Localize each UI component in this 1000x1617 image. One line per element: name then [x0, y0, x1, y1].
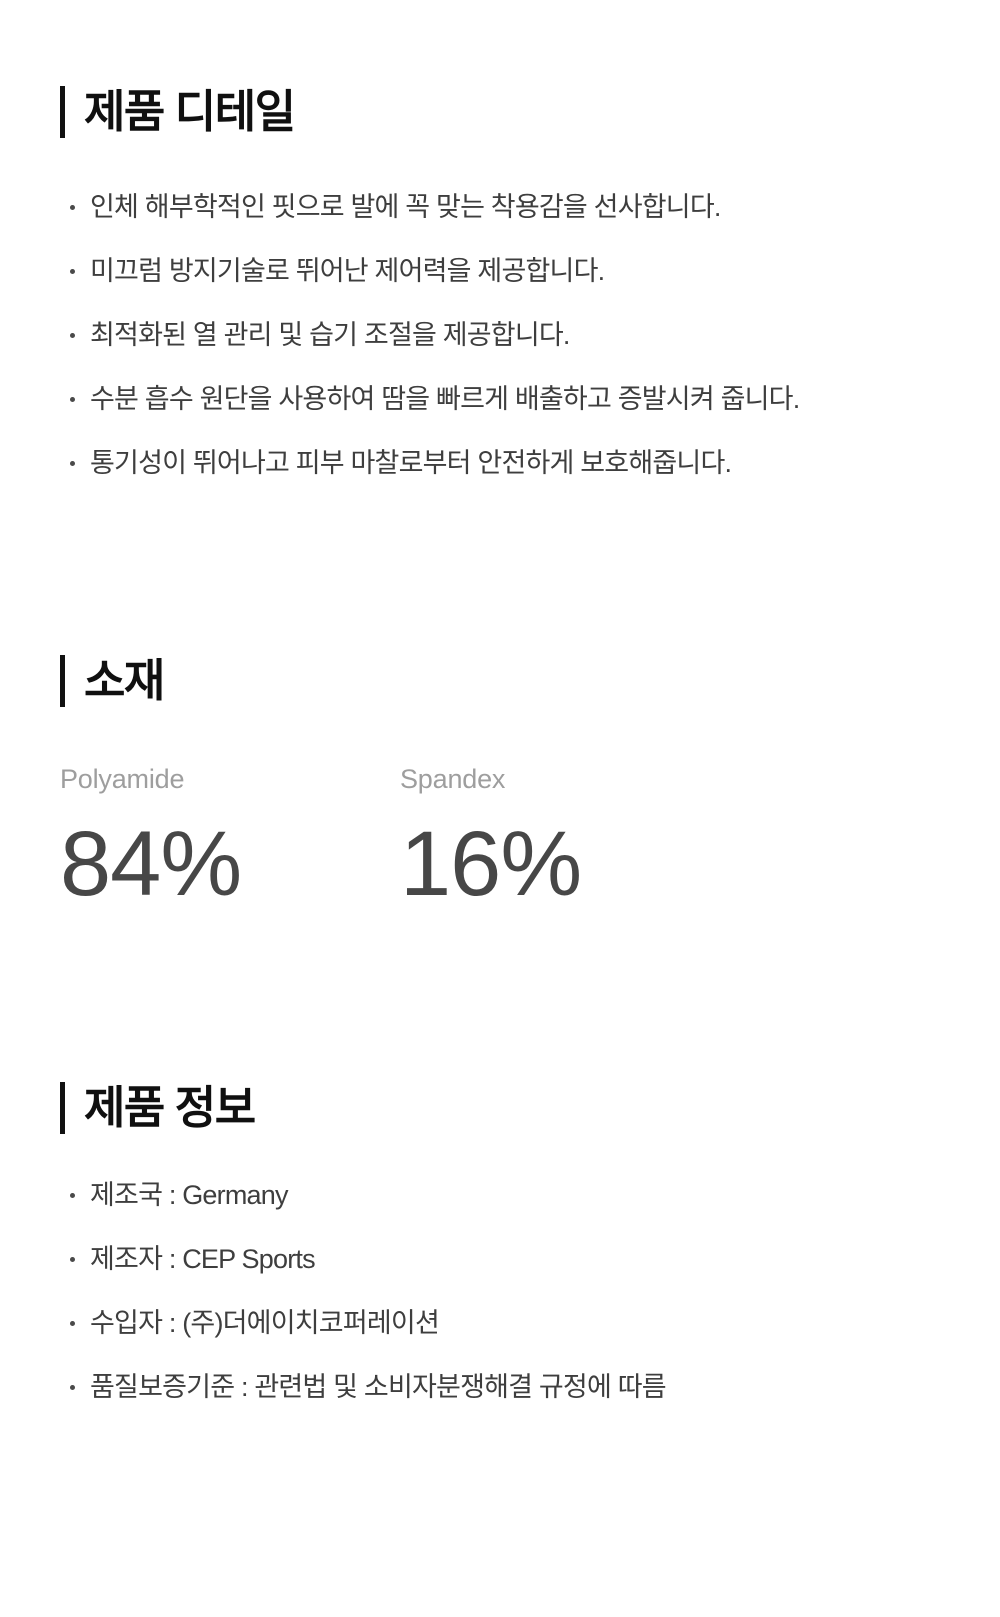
material-percent: 84% [60, 813, 242, 915]
section-product-details: 제품 디테일 인체 해부학적인 핏으로 발에 꼭 맞는 착용감을 선사합니다. … [0, 0, 1000, 478]
material-item-polyamide: Polyamide 84% [60, 764, 400, 912]
section-title-text: 제품 디테일 [84, 86, 296, 137]
material-item-spandex: Spandex 16% [400, 764, 740, 912]
material-percent: 16% [400, 813, 582, 915]
material-name: Polyamide [60, 764, 185, 794]
list-item: 통기성이 뛰어나고 피부 마찰로부터 안전하게 보호해줍니다. [68, 448, 940, 478]
section-material: 소재 Polyamide 84% Spandex 16% [0, 655, 1000, 912]
list-item: 수입자 : (주)더에이치코퍼레이션 [68, 1308, 940, 1338]
product-details-list: 인체 해부학적인 핏으로 발에 꼭 맞는 착용감을 선사합니다. 미끄럼 방지기… [68, 192, 940, 478]
list-item: 미끄럼 방지기술로 뛰어난 제어력을 제공합니다. [68, 256, 940, 286]
list-item: 수분 흡수 원단을 사용하여 땀을 빠르게 배출하고 증발시켜 줍니다. [68, 384, 940, 414]
list-item: 제조자 : CEP Sports [68, 1244, 940, 1274]
section-product-info: 제품 정보 제조국 : Germany 제조자 : CEP Sports 수입자… [0, 1082, 1000, 1402]
section-title-material: 소재 [60, 655, 1000, 707]
material-composition: Polyamide 84% Spandex 16% [60, 764, 1000, 912]
list-item: 제조국 : Germany [68, 1180, 940, 1210]
title-accent-bar [60, 1082, 65, 1134]
product-info-list: 제조국 : Germany 제조자 : CEP Sports 수입자 : (주)… [68, 1180, 940, 1402]
section-title-text: 소재 [84, 655, 165, 706]
list-item: 인체 해부학적인 핏으로 발에 꼭 맞는 착용감을 선사합니다. [68, 192, 940, 222]
section-title-product-info: 제품 정보 [60, 1082, 1000, 1134]
section-title-product-details: 제품 디테일 [60, 0, 1000, 138]
section-title-text: 제품 정보 [84, 1082, 256, 1133]
title-accent-bar [60, 86, 65, 138]
title-accent-bar [60, 655, 65, 707]
list-item: 최적화된 열 관리 및 습기 조절을 제공합니다. [68, 320, 940, 350]
material-name: Spandex [400, 764, 506, 794]
list-item: 품질보증기준 : 관련법 및 소비자분쟁해결 규정에 따름 [68, 1372, 940, 1402]
